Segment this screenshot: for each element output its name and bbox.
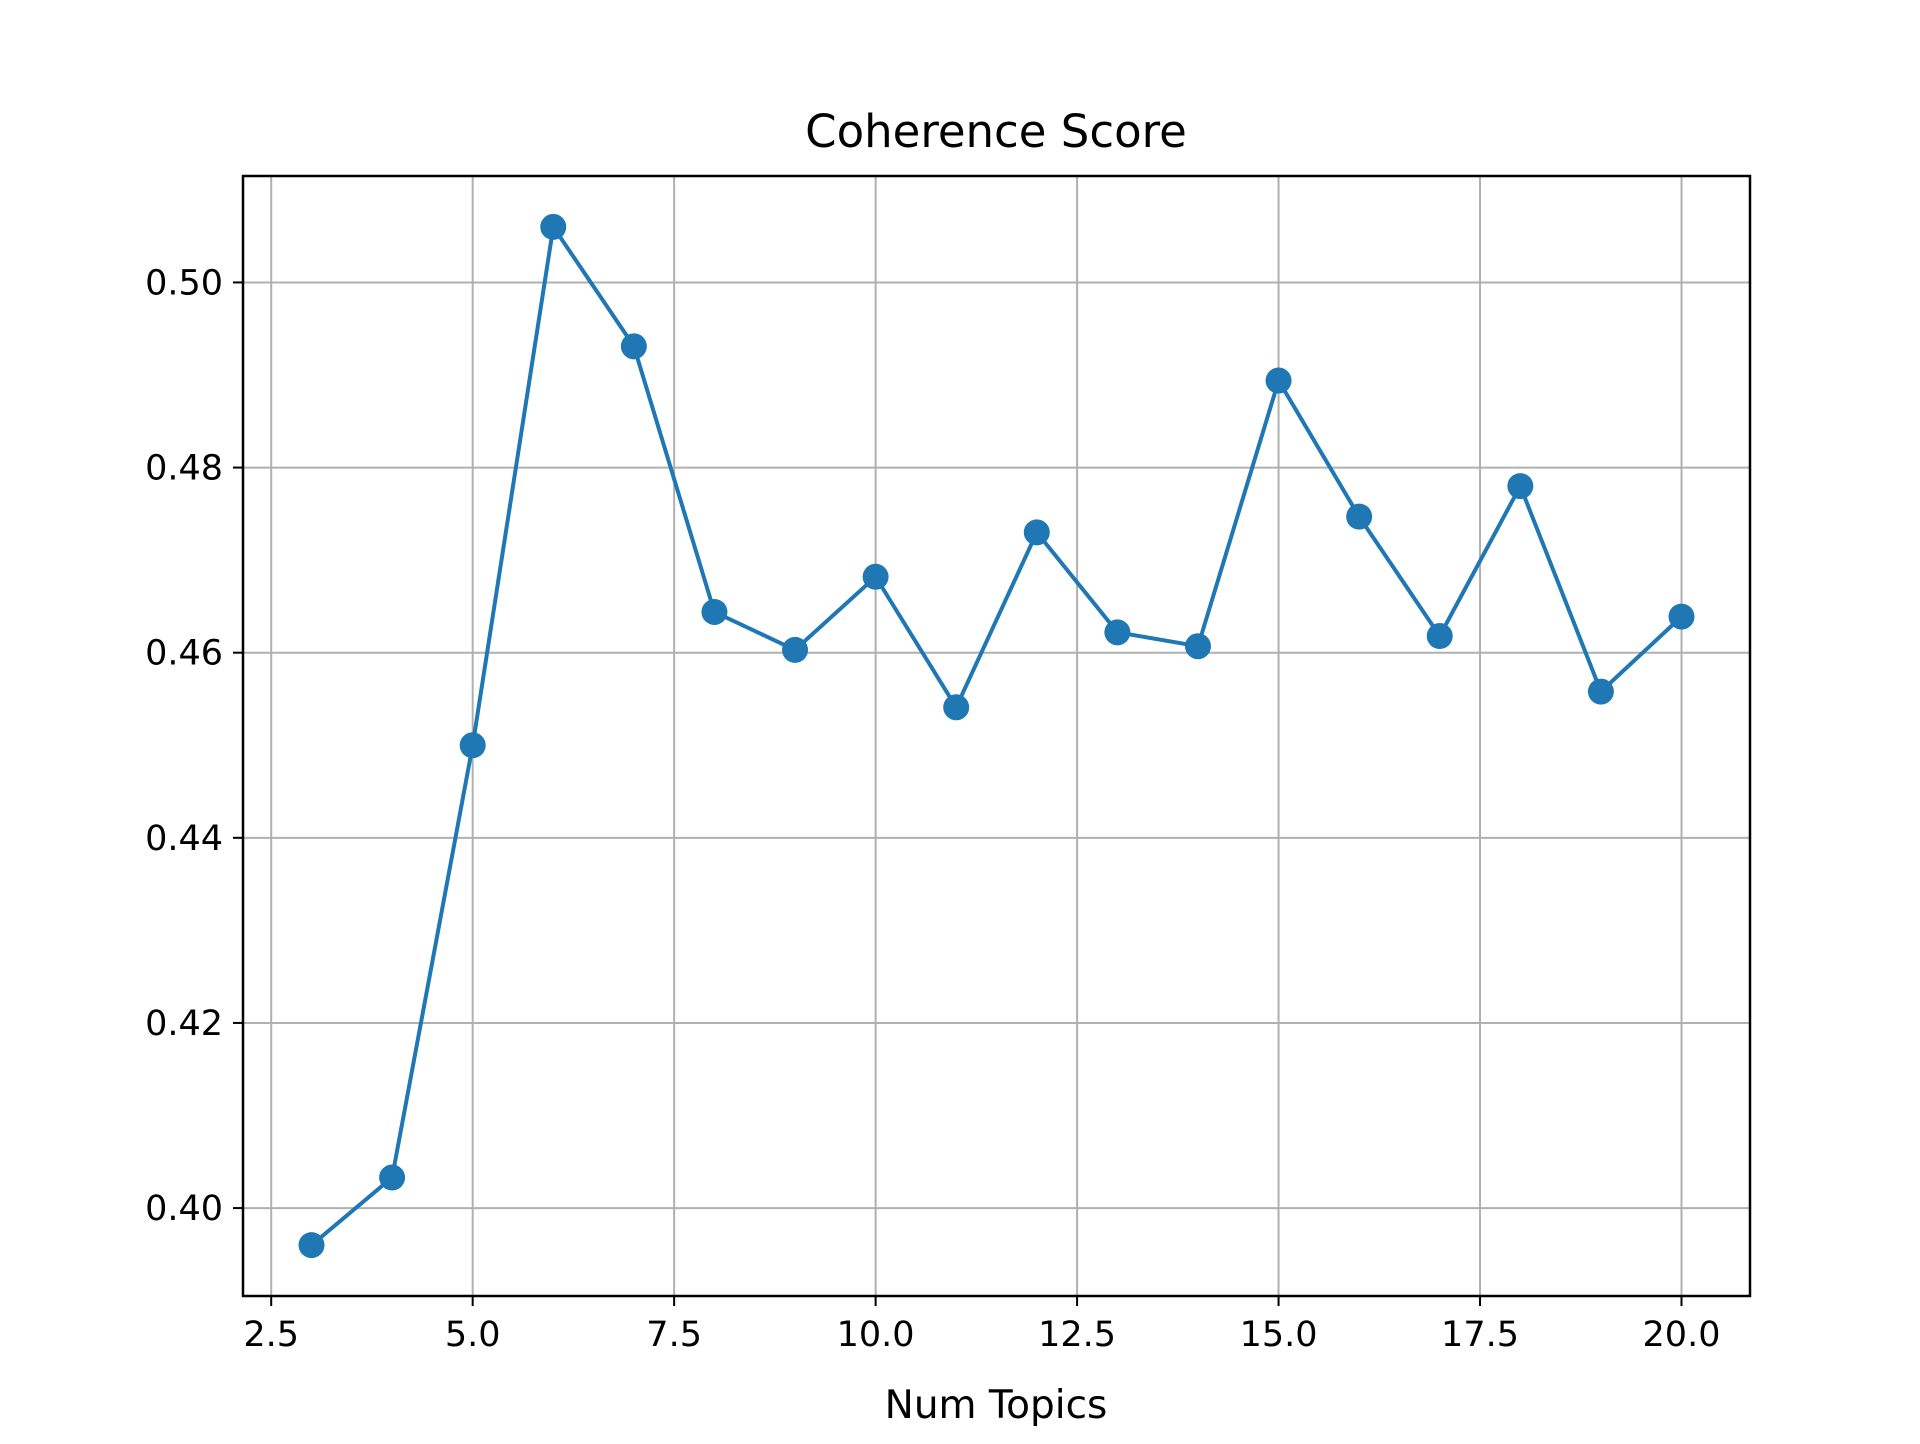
grid-layer	[243, 176, 1750, 1296]
x-axis-label: Num Topics	[885, 1383, 1108, 1428]
data-point	[540, 213, 567, 240]
data-point	[1426, 623, 1453, 650]
x-tick-label: 7.5	[646, 1315, 702, 1355]
data-point	[620, 333, 647, 360]
data-point	[379, 1164, 406, 1191]
chart-title: Coherence Score	[805, 105, 1187, 158]
data-point	[298, 1232, 325, 1259]
data-point	[1265, 367, 1292, 394]
y-tick-label: 0.40	[145, 1189, 223, 1229]
x-tick-label: 15.0	[1240, 1315, 1318, 1355]
data-point	[1668, 603, 1695, 630]
series-line	[310, 224, 1683, 1247]
y-tick-label: 0.44	[145, 819, 223, 859]
data-point	[459, 732, 486, 759]
data-point	[782, 636, 809, 663]
x-tick-label: 12.5	[1038, 1315, 1116, 1355]
x-tick-label: 10.0	[837, 1315, 915, 1355]
data-point	[943, 694, 970, 721]
data-point	[701, 598, 728, 625]
tick-layer: 2.5 5.0 7.5 10.0 12.5 15.0 17.5 20.0 0.40 0.42 0.4…	[145, 263, 1720, 1355]
data-point	[1507, 473, 1534, 500]
data-point	[1587, 678, 1614, 705]
x-tick-label: 17.5	[1441, 1315, 1519, 1355]
x-tick-label: 2.5	[243, 1315, 299, 1355]
data-point	[1104, 619, 1131, 646]
y-tick-label: 0.46	[145, 634, 223, 674]
x-tick-label: 5.0	[445, 1315, 501, 1355]
series-layer	[298, 213, 1695, 1259]
y-tick-label: 0.48	[145, 449, 223, 489]
y-tick-label: 0.50	[145, 263, 223, 303]
data-point	[1346, 503, 1373, 530]
data-point	[1184, 633, 1211, 660]
x-tick-label: 20.0	[1643, 1315, 1721, 1355]
plot-frame	[241, 174, 1752, 1298]
y-tick-label: 0.42	[145, 1004, 223, 1044]
data-point	[862, 563, 889, 590]
data-point	[1023, 519, 1050, 546]
